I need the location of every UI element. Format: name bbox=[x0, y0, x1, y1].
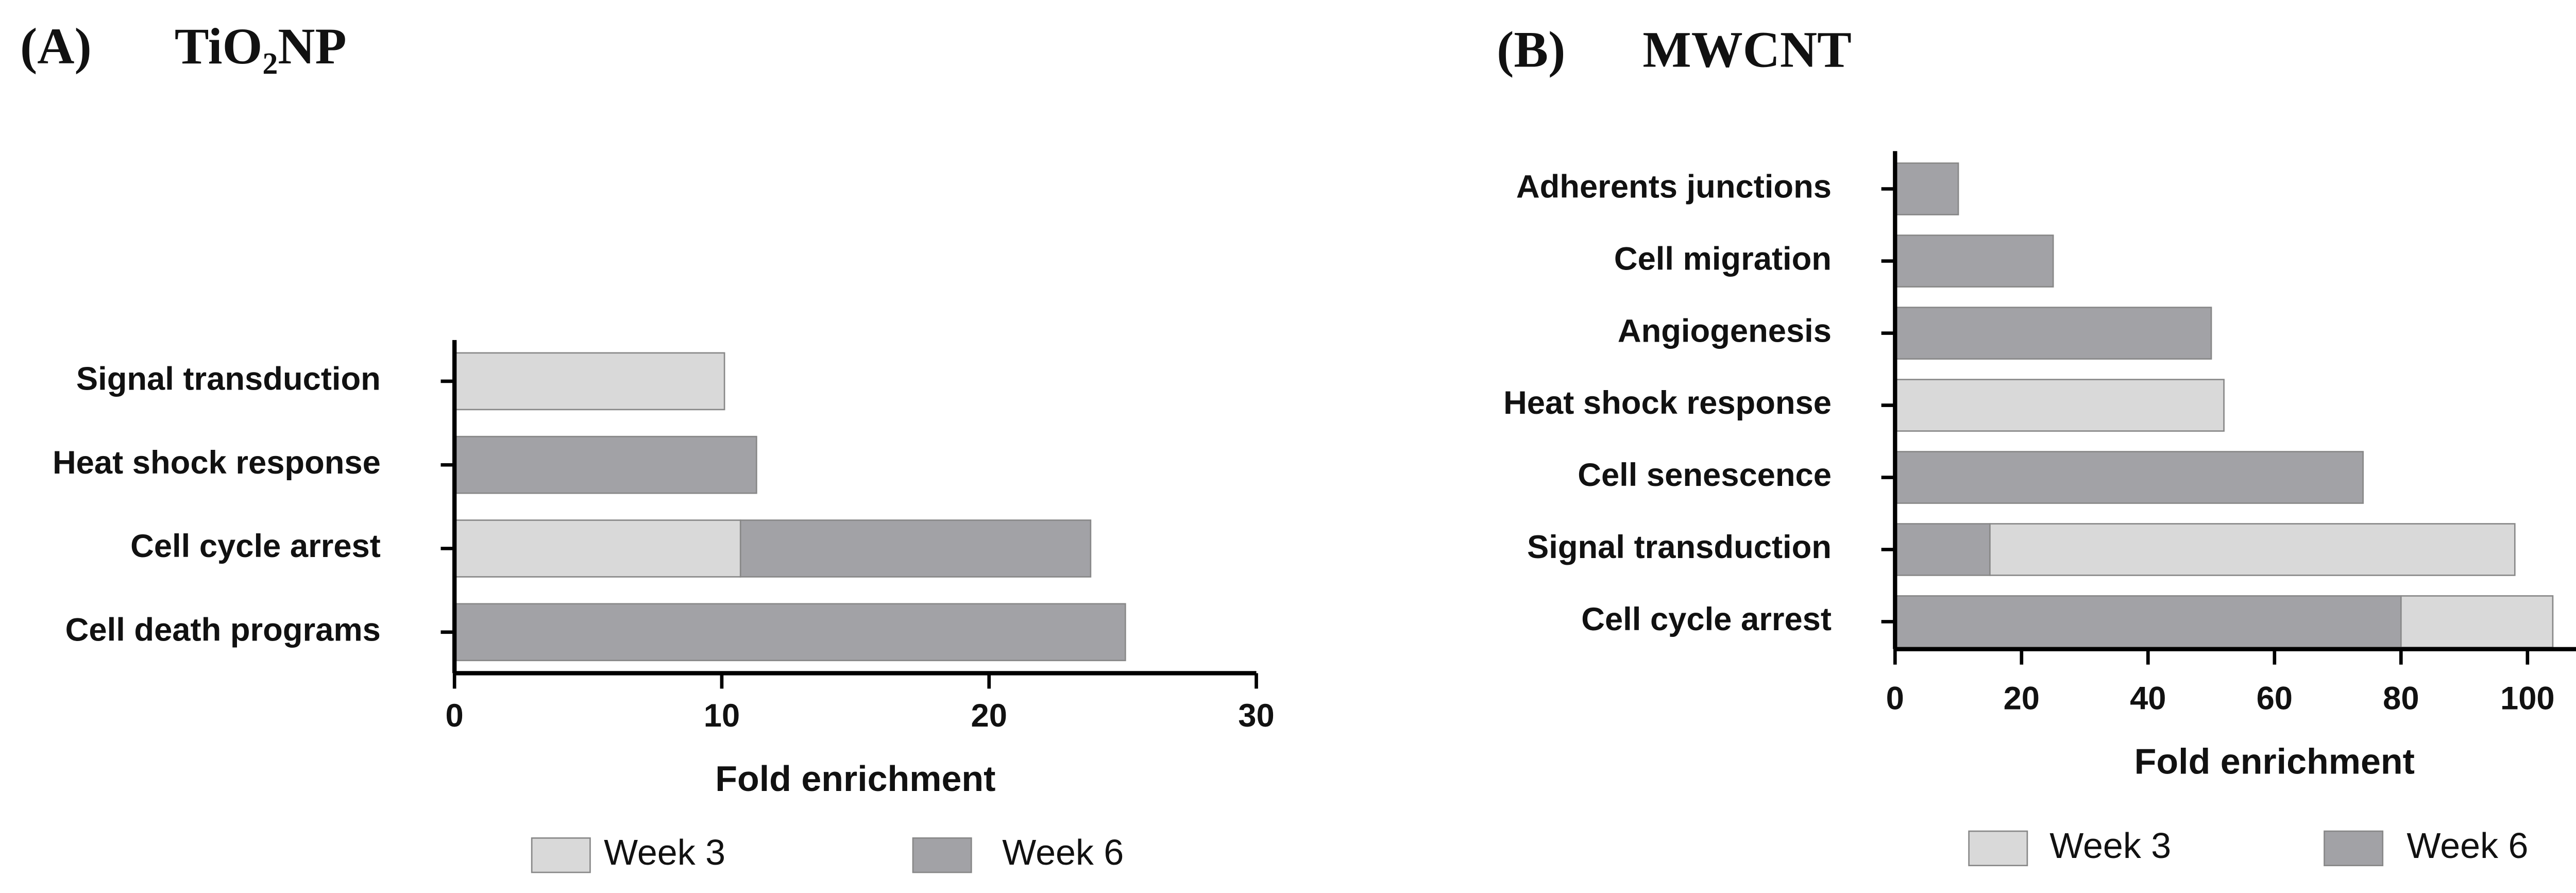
bar-segment bbox=[1894, 162, 1959, 215]
y-tick-label: Signal transduction bbox=[76, 361, 381, 397]
bar-segment bbox=[453, 352, 725, 411]
chart-title: TiO₂NP bbox=[175, 18, 347, 75]
panel-label: (B) bbox=[1497, 21, 1565, 78]
legend-swatch bbox=[1968, 830, 2028, 867]
bar-segment bbox=[2400, 595, 2554, 648]
bar-segment bbox=[1894, 451, 2364, 504]
x-tick-label: 0 bbox=[446, 698, 464, 734]
bar-segment bbox=[1894, 234, 2054, 288]
x-axis-label: Fold enrichment bbox=[715, 759, 995, 799]
y-tick-label: Cell cycle arrest bbox=[1581, 601, 1832, 637]
panel-label: (A) bbox=[20, 18, 92, 75]
legend-label: Week 6 bbox=[2406, 825, 2528, 866]
legend-swatch bbox=[2324, 830, 2384, 867]
chart-title: MWCNT bbox=[1642, 21, 1851, 78]
y-tick-label: Cell senescence bbox=[1578, 457, 1832, 493]
x-tick-label: 10 bbox=[704, 698, 740, 734]
legend-label: Week 3 bbox=[604, 832, 725, 872]
x-tick-label: 20 bbox=[2004, 680, 2040, 716]
legend-swatch bbox=[912, 837, 972, 873]
x-tick-label: 20 bbox=[971, 698, 1007, 734]
bar-segment bbox=[1989, 523, 2516, 576]
x-tick-label: 30 bbox=[1238, 698, 1274, 734]
x-tick-label: 100 bbox=[2500, 680, 2555, 716]
x-tick-label: 60 bbox=[2257, 680, 2293, 716]
bar-segment bbox=[1894, 379, 2225, 432]
y-tick-label: Cell migration bbox=[1614, 241, 1832, 277]
bar-segment bbox=[1894, 523, 1991, 576]
y-tick-label: Heat shock response bbox=[1503, 385, 1832, 421]
legend-swatch bbox=[531, 837, 591, 873]
y-tick-label: Signal transduction bbox=[1527, 529, 1832, 565]
y-tick-label: Heat shock response bbox=[53, 445, 381, 481]
bar-segment bbox=[1894, 307, 2212, 360]
legend-label: Week 3 bbox=[2049, 825, 2171, 866]
y-tick-label: Cell cycle arrest bbox=[130, 528, 381, 564]
bar-segment bbox=[453, 435, 757, 494]
bar-segment bbox=[1894, 595, 2402, 648]
x-tick-label: 40 bbox=[2130, 680, 2166, 716]
x-axis-label: Fold enrichment bbox=[2134, 742, 2415, 782]
x-tick-label: 80 bbox=[2383, 680, 2419, 716]
x-tick-label: 0 bbox=[1886, 680, 1904, 716]
legend-label: Week 6 bbox=[1002, 832, 1124, 872]
bar-segment bbox=[453, 603, 1126, 662]
bar-segment bbox=[739, 519, 1092, 578]
y-tick-label: Angiogenesis bbox=[1618, 313, 1832, 349]
y-tick-label: Adherents junctions bbox=[1516, 169, 1832, 205]
bar-segment bbox=[453, 519, 741, 578]
y-tick-label: Cell death programs bbox=[65, 612, 381, 648]
